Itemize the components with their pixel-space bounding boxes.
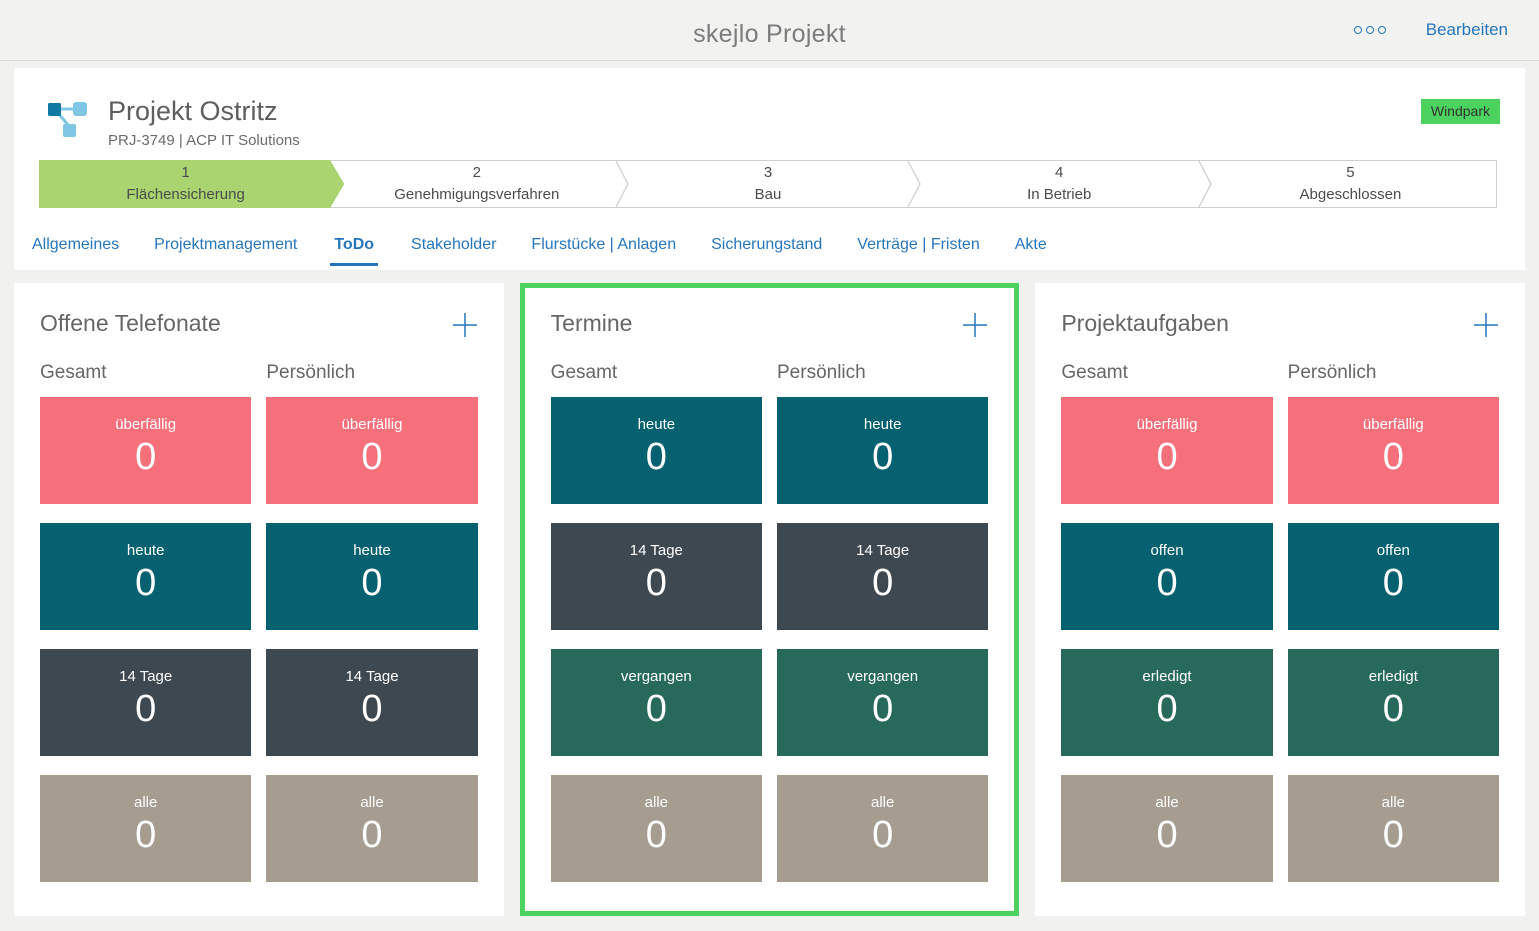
phase-progress-bar: 1 Flächensicherung 2 Genehmigungsverfahr… (39, 160, 1497, 208)
tile-termine-gesamt-alle[interactable]: alle 0 (550, 775, 762, 882)
tile-aufgaben-gesamt-erledigt[interactable]: erledigt 0 (1061, 649, 1273, 756)
phase-step-5[interactable]: 5 Abgeschlossen (1205, 161, 1496, 207)
column-header-persoenlich: Persönlich (266, 362, 356, 383)
phase-number: 3 (763, 164, 773, 182)
phase-label: Genehmigungsverfahren (394, 186, 560, 203)
phase-label: Bau (754, 186, 782, 203)
tile-termine-persoenlich-vergangen[interactable]: vergangen 0 (777, 649, 989, 756)
project-network-icon (48, 102, 87, 137)
panel-offene-telefonate: Offene Telefonate Gesamt Persönlich über… (14, 283, 504, 916)
tile-termine-persoenlich-14-tage[interactable]: 14 Tage 0 (777, 523, 989, 630)
chevron-separator-icon (1198, 161, 1212, 207)
tile-telefonate-gesamt-14-tage[interactable]: 14 Tage 0 (40, 649, 252, 756)
phase-number: 4 (1055, 164, 1064, 182)
chevron-separator-icon (615, 161, 630, 207)
tile-telefonate-persoenlich-ueberfaellig[interactable]: überfällig 0 (266, 397, 478, 504)
phase-step-2[interactable]: 2 Genehmigungsverfahren (331, 161, 622, 207)
app-title: skejlo Projekt (693, 20, 846, 48)
project-subtitle: PRJ-3749 | ACP IT Solutions (108, 132, 300, 149)
tab-flurstuecke-anlagen[interactable]: Flurstücke | Anlagen (531, 236, 677, 253)
tab-todo[interactable]: ToDo (330, 236, 379, 266)
tile-termine-persoenlich-alle[interactable]: alle 0 (777, 775, 989, 882)
panel-termine: Termine Gesamt Persönlich heute 0 heute … (519, 283, 1020, 916)
tile-telefonate-gesamt-heute[interactable]: heute 0 (40, 523, 252, 630)
edit-button[interactable]: Bearbeiten (1425, 20, 1508, 39)
tab-stakeholder[interactable]: Stakeholder (411, 236, 497, 253)
panel-title: Termine (550, 310, 633, 336)
project-name: Projekt Ostritz (108, 96, 278, 126)
tile-termine-gesamt-14-tage[interactable]: 14 Tage 0 (550, 523, 762, 630)
plus-icon (963, 313, 988, 337)
phase-number: 5 (1346, 164, 1355, 182)
more-options-icon[interactable] (1352, 20, 1388, 40)
add-projektaufgabe-button[interactable] (1471, 310, 1501, 340)
tile-termine-gesamt-vergangen[interactable]: vergangen 0 (550, 649, 762, 756)
tile-termine-persoenlich-heute[interactable]: heute 0 (777, 397, 989, 504)
tab-akte[interactable]: Akte (1014, 236, 1047, 253)
tab-sicherungstand[interactable]: Sicherungstand (711, 236, 823, 253)
phase-number: 2 (472, 164, 481, 182)
phase-step-1[interactable]: 1 Flächensicherung (40, 161, 331, 207)
add-telefonat-button[interactable] (450, 310, 480, 340)
plus-icon (1474, 313, 1499, 337)
tile-aufgaben-persoenlich-alle[interactable]: alle 0 (1287, 775, 1500, 882)
tile-termine-gesamt-heute[interactable]: heute 0 (550, 397, 762, 504)
tab-vertraege-fristen[interactable]: Verträge | Fristen (857, 236, 980, 253)
project-category-badge: Windpark (1420, 99, 1500, 124)
tile-telefonate-persoenlich-14-tage[interactable]: 14 Tage 0 (266, 649, 478, 756)
tile-telefonate-persoenlich-alle[interactable]: alle 0 (266, 775, 478, 882)
tile-telefonate-persoenlich-heute[interactable]: heute 0 (266, 523, 478, 630)
tile-aufgaben-gesamt-ueberfaellig[interactable]: überfällig 0 (1061, 397, 1273, 504)
tab-projektmanagement[interactable]: Projektmanagement (154, 236, 298, 253)
tab-allgemeines[interactable]: Allgemeines (32, 236, 120, 253)
column-header-gesamt: Gesamt (40, 362, 107, 383)
phase-number: 1 (181, 164, 190, 182)
topbar-actions: Bearbeiten (1352, 0, 1508, 60)
panel-projektaufgaben: Projektaufgaben Gesamt Persönlich überfä… (1035, 283, 1526, 916)
project-head: Projekt Ostritz PRJ-3749 | ACP IT Soluti… (14, 68, 1525, 160)
column-header-persoenlich: Persönlich (1287, 362, 1377, 383)
column-header-gesamt: Gesamt (550, 362, 618, 383)
tile-aufgaben-gesamt-offen[interactable]: offen 0 (1061, 523, 1273, 630)
tile-aufgaben-persoenlich-offen[interactable]: offen 0 (1287, 523, 1500, 630)
tile-telefonate-gesamt-alle[interactable]: alle 0 (40, 775, 252, 882)
tile-telefonate-gesamt-ueberfaellig[interactable]: überfällig 0 (40, 397, 252, 504)
phase-label: In Betrieb (1027, 186, 1092, 203)
add-termin-button[interactable] (960, 310, 990, 340)
chevron-separator-icon (907, 161, 921, 207)
column-header-persoenlich: Persönlich (777, 362, 866, 383)
phase-label: Abgeschlossen (1299, 186, 1402, 203)
panel-title: Projektaufgaben (1061, 310, 1229, 336)
app-topbar: skejlo Projekt Bearbeiten (0, 0, 1539, 61)
panel-title: Offene Telefonate (40, 310, 221, 336)
phase-label: Flächensicherung (126, 186, 245, 203)
dashboard-cards: Offene Telefonate Gesamt Persönlich über… (14, 283, 1526, 916)
tab-bar: Allgemeines Projektmanagement ToDo Stake… (30, 226, 1509, 266)
phase-step-3[interactable]: 3 Bau (622, 161, 913, 207)
tile-aufgaben-persoenlich-erledigt[interactable]: erledigt 0 (1287, 649, 1500, 756)
phase-step-4[interactable]: 4 In Betrieb (914, 161, 1205, 207)
column-header-gesamt: Gesamt (1061, 362, 1128, 383)
project-header-panel: Projekt Ostritz PRJ-3749 | ACP IT Soluti… (14, 68, 1525, 270)
tile-aufgaben-gesamt-alle[interactable]: alle 0 (1061, 775, 1273, 882)
tile-aufgaben-persoenlich-ueberfaellig[interactable]: überfällig 0 (1287, 397, 1500, 504)
plus-icon (452, 313, 477, 337)
